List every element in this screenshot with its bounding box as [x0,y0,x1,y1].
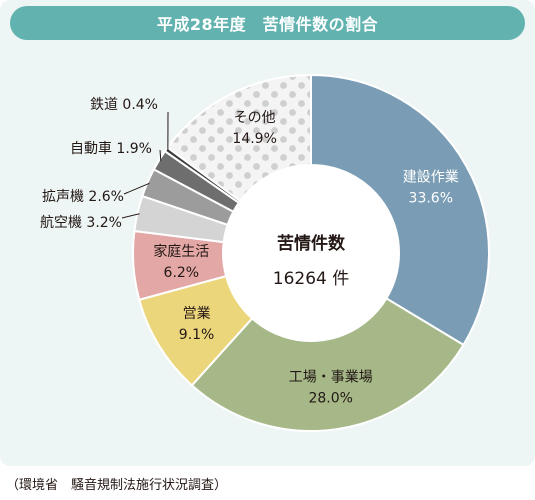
slice-value-4: 6.2% [164,265,200,281]
slice-value-9: 14.9% [232,131,276,147]
slice-label-9: その他 [234,110,276,126]
chart-title: 平成28年度 苦情件数の割合 [10,6,525,40]
slice-label-8: 鉄道 0.4% [90,97,158,113]
slice-label-3: 営業 [183,306,211,322]
leader-line-6 [123,182,150,195]
slice-label-7: 自動車 1.9% [70,140,152,157]
slice-label-5: 航空機 3.2% [40,215,122,231]
donut-chart: 建設作業 33.6% 工場・事業場 28.0% 営業 9.1% 家庭生活 6.2% 航空機 3.… [40,73,490,432]
slice-value-1: 33.6% [409,191,453,207]
center-label: 苦情件数 [277,233,346,254]
slice-value-2: 28.0% [308,391,352,407]
slice-label-6: 拡声機 2.6% [42,189,124,205]
slice-label-1: 建設作業 [403,170,459,186]
leader-line-7 [159,149,162,162]
source-note: （環境省 騒音規制法施行状況調査） [6,478,228,493]
center-value: 16264 件 [273,269,349,289]
slice-label-2: 工場・事業場 [289,370,373,386]
slice-label-4: 家庭生活 [153,243,209,260]
leader-line-5 [121,213,140,219]
donut-hole [223,165,399,341]
slice-value-3: 9.1% [179,327,215,343]
